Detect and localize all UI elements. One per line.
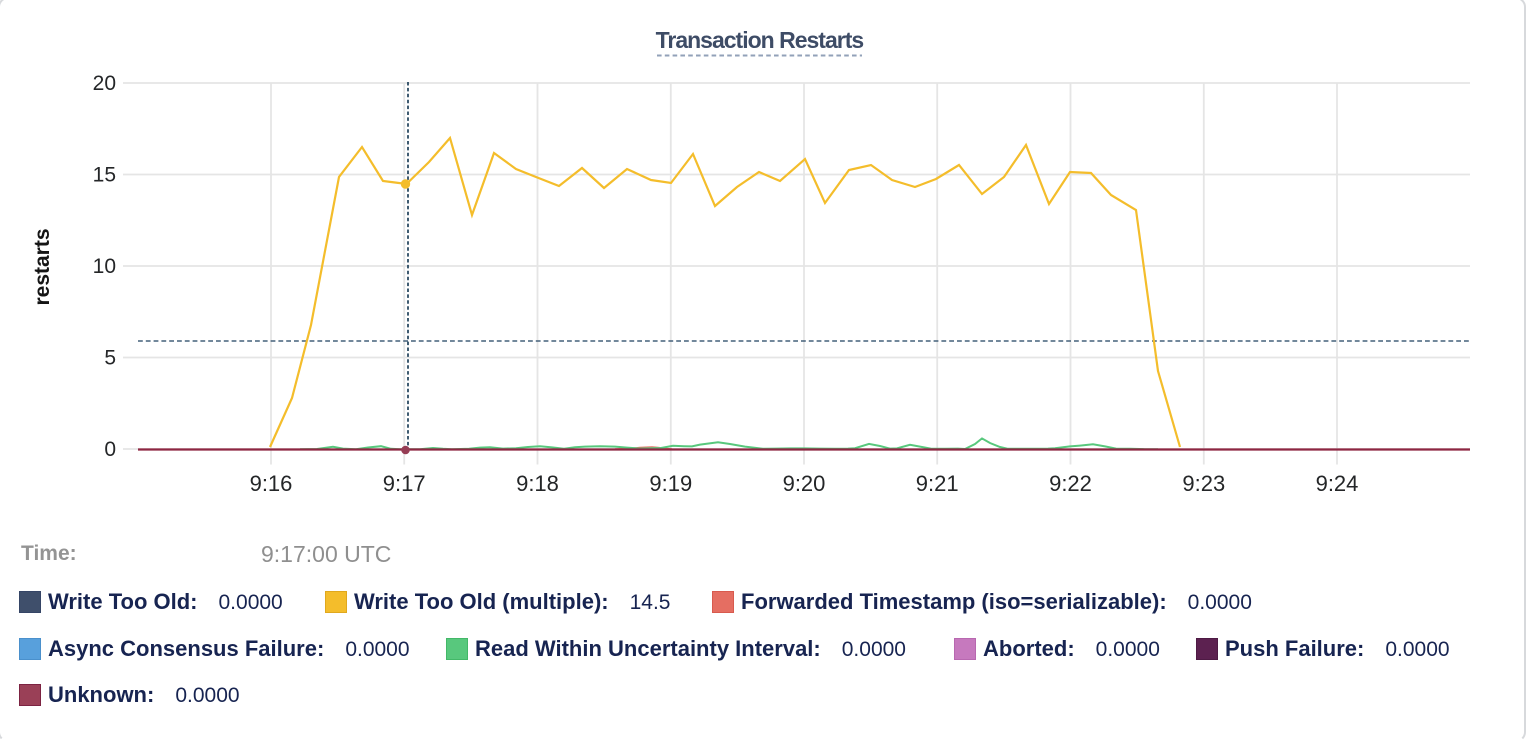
svg-text:20: 20 xyxy=(93,72,116,95)
svg-text:9:22: 9:22 xyxy=(1049,471,1092,496)
svg-text:restarts: restarts xyxy=(31,228,54,305)
svg-text:9:17: 9:17 xyxy=(383,471,426,496)
svg-text:9:24: 9:24 xyxy=(1316,471,1359,496)
svg-text:10: 10 xyxy=(93,255,116,278)
svg-text:0: 0 xyxy=(104,438,116,461)
svg-text:9:19: 9:19 xyxy=(649,471,692,496)
svg-text:9:20: 9:20 xyxy=(783,471,826,496)
svg-text:9:18: 9:18 xyxy=(516,471,559,496)
svg-text:9:23: 9:23 xyxy=(1182,471,1225,496)
svg-text:9:16: 9:16 xyxy=(250,471,293,496)
svg-text:5: 5 xyxy=(104,347,116,370)
svg-text:15: 15 xyxy=(93,164,116,187)
svg-text:9:21: 9:21 xyxy=(916,471,959,496)
